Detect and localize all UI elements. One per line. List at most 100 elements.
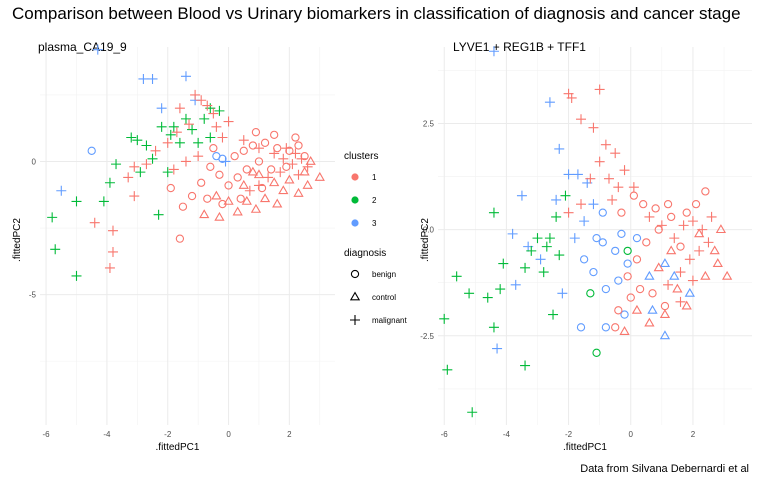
data-point: [660, 301, 670, 311]
data-point: [162, 167, 173, 178]
data-point: [620, 310, 629, 319]
data-point: [659, 330, 671, 340]
data-point: [588, 199, 599, 210]
data-point: [586, 289, 595, 298]
data-point: [202, 100, 213, 111]
data-point: [647, 304, 658, 314]
x-tick-label: -2: [565, 430, 573, 439]
data-point: [663, 199, 673, 209]
data-point: [663, 279, 674, 290]
data-point: [273, 144, 282, 153]
x-tick-label: -4: [103, 430, 111, 439]
legend: clusters 1 2 3 diagnosis benign control maligna…: [344, 151, 407, 325]
legend-label-cluster: 1: [372, 173, 377, 182]
data-point: [532, 233, 543, 244]
y-tick-label: 2.5: [423, 119, 435, 128]
data-point: [467, 407, 478, 418]
data-point: [299, 166, 310, 176]
legend-title-diagnosis: diagnosis: [344, 248, 386, 259]
data-point: [632, 233, 642, 243]
data-point: [691, 199, 701, 209]
data-point: [171, 127, 182, 138]
x-tick-label: 0: [629, 430, 634, 439]
data-point: [510, 279, 521, 290]
data-point: [684, 254, 695, 265]
data-point: [600, 139, 611, 150]
data-point: [639, 199, 648, 209]
data-point: [694, 228, 705, 238]
data-point: [162, 137, 173, 148]
data-point: [667, 212, 676, 222]
data-point: [672, 283, 683, 293]
data-point: [111, 159, 122, 170]
data-point: [614, 276, 623, 285]
data-point: [147, 153, 158, 164]
data-point: [230, 151, 239, 161]
data-point: [681, 300, 692, 310]
x-axis-label: .fittedPC1: [563, 442, 607, 453]
data-point: [601, 323, 611, 332]
data-point: [190, 89, 201, 100]
data-point: [632, 255, 642, 264]
data-point: [47, 212, 58, 223]
data-point: [224, 181, 233, 190]
y-tick-label: 0.0: [423, 226, 435, 235]
data-point: [598, 238, 607, 247]
data-point: [669, 270, 680, 280]
data-point: [644, 317, 655, 327]
data-point: [551, 211, 562, 222]
data-point: [623, 246, 632, 256]
data-point: [684, 287, 695, 297]
data-point: [248, 141, 258, 150]
x-tick-label: -6: [43, 430, 51, 439]
data-point: [270, 130, 279, 139]
data-point: [541, 241, 552, 252]
data-point: [107, 246, 118, 257]
data-point: [715, 224, 727, 234]
data-point: [613, 182, 624, 193]
data-point: [302, 179, 313, 189]
x-tick-label: -6: [441, 430, 449, 439]
legend-label-cluster: 2: [372, 196, 377, 205]
data-point: [174, 103, 185, 114]
data-point: [205, 132, 216, 143]
data-point: [601, 284, 611, 294]
data-point: [589, 267, 598, 277]
data-point: [187, 124, 198, 135]
data-point: [278, 153, 289, 164]
data-point: [592, 233, 601, 243]
data-point: [305, 155, 316, 165]
y-axis-label: .fittedPC2: [420, 218, 431, 262]
data-point: [87, 146, 96, 155]
data-point: [700, 270, 711, 280]
data-point: [651, 204, 660, 213]
x-axis-label: .fittedPC1: [156, 442, 200, 453]
data-point: [544, 97, 555, 108]
data-point: [165, 129, 176, 140]
legend-key-cluster-1: [351, 173, 359, 181]
data-point: [619, 326, 630, 335]
data-point: [603, 173, 614, 184]
data-point: [275, 167, 286, 178]
data-point: [451, 271, 462, 282]
data-point: [209, 144, 218, 153]
data-point: [129, 161, 140, 172]
data-point: [156, 103, 167, 114]
data-point: [563, 169, 574, 180]
data-point: [594, 84, 605, 95]
data-point: [104, 262, 115, 273]
data-point: [623, 272, 632, 281]
data-point: [278, 185, 289, 195]
data-point: [498, 258, 509, 269]
main-title: Comparison between Blood vs Urinary biom…: [12, 4, 741, 23]
data-point: [217, 132, 228, 143]
data-point: [71, 270, 82, 281]
data-point: [648, 289, 657, 298]
data-point: [263, 172, 274, 183]
data-point: [89, 217, 100, 228]
data-point: [266, 165, 276, 174]
data-point: [579, 255, 589, 264]
data-point: [180, 113, 191, 124]
data-point: [626, 293, 635, 302]
data-point: [239, 146, 248, 155]
